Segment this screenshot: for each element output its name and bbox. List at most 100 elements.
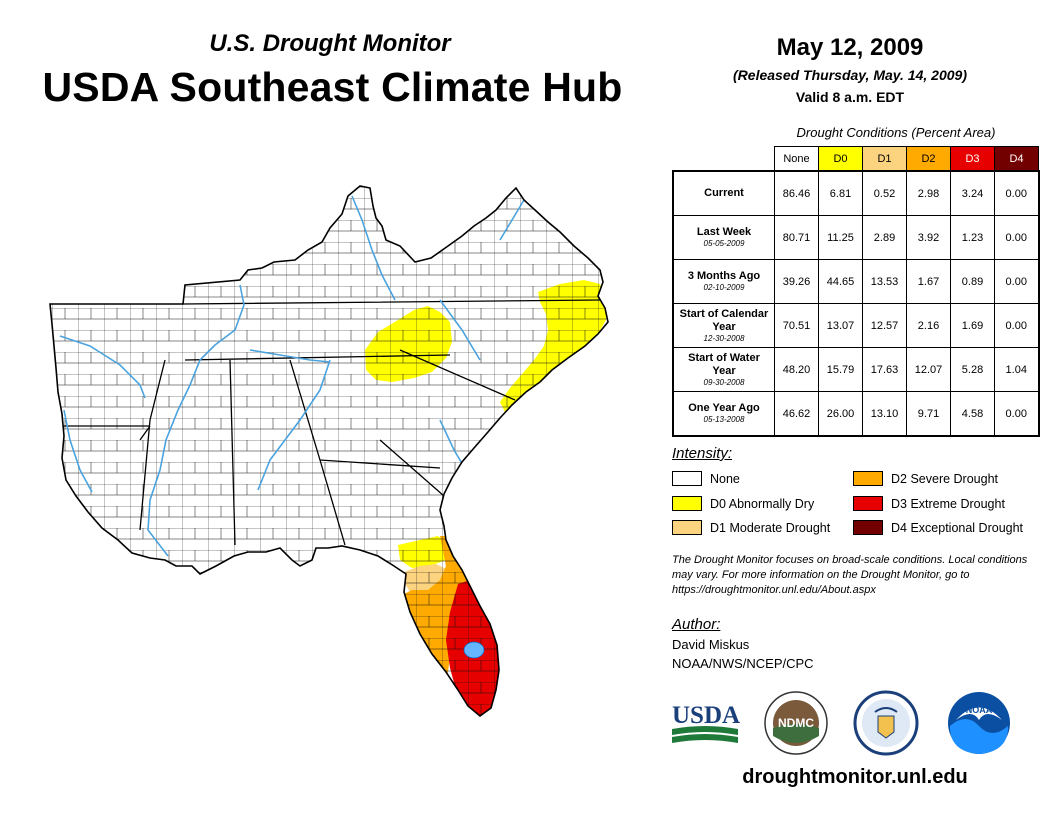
row-label-text: Start of Water Year xyxy=(688,351,760,377)
table-row: Last Week 05-05-2009 80.71 11.25 2.89 3.92 1.2… xyxy=(672,215,1040,260)
table-cell: 11.25 xyxy=(818,215,863,260)
row-label: Start of Water Year 09-30-2008 xyxy=(672,347,775,392)
row-label: Start of Calendar Year 12-30-2008 xyxy=(672,303,775,348)
author-organization: NOAA/NWS/NCEP/CPC xyxy=(672,656,814,671)
table-cell: 6.81 xyxy=(818,170,863,216)
col-header-d2: D2 xyxy=(906,146,951,172)
row-label: Current xyxy=(672,170,775,216)
lake-okeechobee xyxy=(463,641,485,659)
row-label: 3 Months Ago 02-10-2009 xyxy=(672,259,775,304)
table-cell: 9.71 xyxy=(906,391,951,437)
row-label-text: Start of Calendar Year xyxy=(679,307,769,333)
row-label: One Year Ago 05-13-2008 xyxy=(672,391,775,437)
legend-item-none: None xyxy=(672,471,740,486)
row-label: Last Week 05-05-2009 xyxy=(672,215,775,260)
row-date: 09-30-2008 xyxy=(703,377,745,387)
legend-swatch xyxy=(672,520,702,535)
table-cell: 3.92 xyxy=(906,215,951,260)
ndmc-logo-text: NDMC xyxy=(778,716,814,730)
table-cell: 0.00 xyxy=(994,391,1040,437)
table-cell: 1.04 xyxy=(994,347,1040,392)
ndmc-logo: NDMC xyxy=(764,691,828,755)
legend-label: D1 Moderate Drought xyxy=(710,520,831,535)
table-cell: 0.00 xyxy=(994,170,1040,216)
table-cell: 39.26 xyxy=(774,259,819,304)
table-row: Current 86.46 6.81 0.52 2.98 3.24 0.00 xyxy=(672,170,1040,216)
row-date: 12-30-2008 xyxy=(703,333,745,343)
legend-item-d1: D1 Moderate Drought xyxy=(672,520,830,535)
legend-item-d4: D4 Exceptional Drought xyxy=(853,520,1023,535)
valid-time: Valid 8 a.m. EDT xyxy=(795,89,905,105)
disclaimer-note: The Drought Monitor focuses on broad-sca… xyxy=(672,554,1028,596)
col-header-d4: D4 xyxy=(994,146,1039,172)
table-cell: 13.10 xyxy=(862,391,907,437)
table-cell: 1.69 xyxy=(950,303,995,348)
drought-map xyxy=(49,185,609,717)
legend-swatch xyxy=(853,496,883,511)
table-cell: 0.89 xyxy=(950,259,995,304)
state-boundaries xyxy=(60,299,601,546)
col-header-d0: D0 xyxy=(818,146,863,172)
table-cell: 2.98 xyxy=(906,170,951,216)
col-header-none: None xyxy=(774,146,819,172)
table-cell: 17.63 xyxy=(862,347,907,392)
map-title: USDA Southeast Climate Hub xyxy=(42,64,623,110)
map-subtitle: U.S. Drought Monitor xyxy=(209,30,451,57)
commerce-seal-logo xyxy=(853,690,919,756)
table-cell: 0.52 xyxy=(862,170,907,216)
table-row: Start of Calendar Year 12-30-2008 70.51 13.… xyxy=(672,303,1040,348)
usda-logo: USDA xyxy=(672,702,740,743)
legend-swatch xyxy=(672,496,702,511)
legend-label: D2 Severe Drought xyxy=(891,471,999,486)
legend-swatch xyxy=(853,471,883,486)
table-corner xyxy=(673,147,775,172)
legend-label: None xyxy=(710,471,740,486)
legend-swatch xyxy=(853,520,883,535)
table-cell: 0.00 xyxy=(994,215,1040,260)
map-date: May 12, 2009 xyxy=(776,34,924,61)
legend-item-d2: D2 Severe Drought xyxy=(853,471,998,486)
rivers xyxy=(59,195,525,557)
row-label-text: Current xyxy=(704,187,744,199)
table-cell: 4.58 xyxy=(950,391,995,437)
table-cell: 2.16 xyxy=(906,303,951,348)
row-date: 05-05-2009 xyxy=(703,239,745,248)
row-label-text: 3 Months Ago xyxy=(687,270,761,282)
table-cell: 86.46 xyxy=(774,170,819,216)
legend-item-d3: D3 Extreme Drought xyxy=(853,496,1005,511)
table-cell: 26.00 xyxy=(818,391,863,437)
legend-swatch xyxy=(672,471,702,486)
table-cell: 5.28 xyxy=(950,347,995,392)
table-row: 3 Months Ago 02-10-2009 39.26 44.65 13.53 1.6… xyxy=(672,259,1040,304)
table-cell: 70.51 xyxy=(774,303,819,348)
row-date: 05-13-2008 xyxy=(703,415,745,424)
table-cell: 12.07 xyxy=(906,347,951,392)
author-name: David Miskus xyxy=(672,637,750,652)
website-link[interactable]: droughtmonitor.unl.edu xyxy=(742,766,968,788)
table-cell: 0.00 xyxy=(994,303,1040,348)
county-boundaries xyxy=(50,186,608,716)
legend-label: D3 Extreme Drought xyxy=(891,496,1005,511)
row-label-text: Last Week xyxy=(696,226,752,238)
legend-title: Intensity: xyxy=(672,445,733,462)
table-cell: 13.53 xyxy=(862,259,907,304)
legend-label: D0 Abnormally Dry xyxy=(710,496,815,511)
legend-label: D4 Exceptional Drought xyxy=(891,520,1024,535)
legend-item-d0: D0 Abnormally Dry xyxy=(672,496,814,511)
col-header-d1: D1 xyxy=(862,146,907,172)
noaa-logo-text: NOAA xyxy=(966,705,993,715)
table-row: One Year Ago 05-13-2008 46.62 26.00 13.10 9.7… xyxy=(672,391,1040,437)
table-cell: 1.67 xyxy=(906,259,951,304)
table-cell: 0.00 xyxy=(994,259,1040,304)
table-cell: 12.57 xyxy=(862,303,907,348)
noaa-logo: NOAA xyxy=(948,692,1010,754)
table-cell: 2.89 xyxy=(862,215,907,260)
table-cell: 80.71 xyxy=(774,215,819,260)
usda-logo-text: USDA xyxy=(672,702,740,729)
table-cell: 1.23 xyxy=(950,215,995,260)
table-caption: Drought Conditions (Percent Area) xyxy=(796,125,996,140)
table-cell: 44.65 xyxy=(818,259,863,304)
release-date: (Released Thursday, May. 14, 2009) xyxy=(733,67,967,83)
table-cell: 13.07 xyxy=(818,303,863,348)
row-date: 02-10-2009 xyxy=(703,283,745,292)
